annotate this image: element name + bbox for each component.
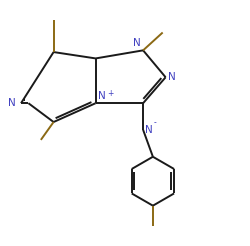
Text: N: N [168, 72, 175, 82]
Text: N: N [98, 91, 106, 101]
Text: N: N [133, 38, 140, 48]
Text: -: - [153, 118, 156, 127]
Text: N: N [8, 98, 16, 108]
Text: N: N [144, 125, 152, 135]
Text: +: + [106, 89, 113, 98]
